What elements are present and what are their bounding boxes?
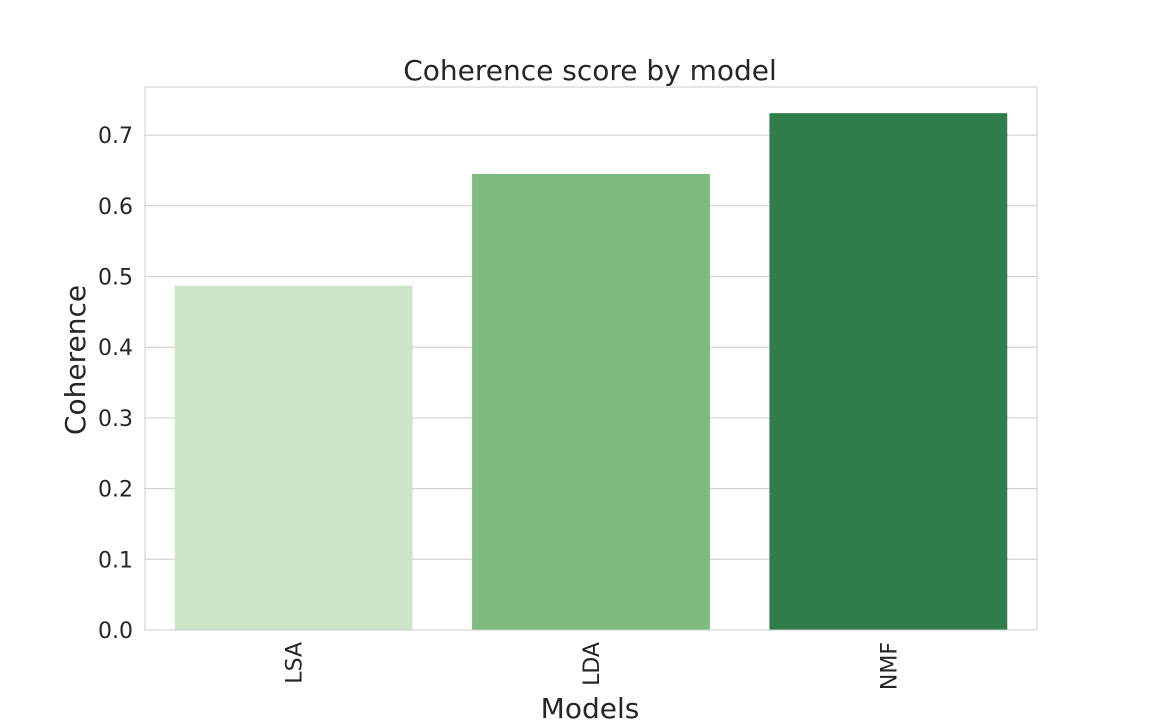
x-tick-label-lsa: LSA <box>283 642 308 684</box>
bar-nmf <box>769 113 1008 630</box>
x-tick-label-lda: LDA <box>580 642 605 686</box>
y-tick-label: 0.3 <box>98 407 133 432</box>
bar-lsa <box>174 285 413 630</box>
y-tick-labels: 0.0 0.1 0.2 0.3 0.4 0.5 0.6 0.7 <box>98 124 133 644</box>
y-tick-label: 0.7 <box>98 124 133 149</box>
x-tick-labels: LSA LDA NMF <box>283 642 903 690</box>
y-tick-label: 0.5 <box>98 265 133 290</box>
plot-frame <box>144 86 1038 631</box>
y-tick-label: 0.1 <box>98 548 133 573</box>
x-tick-label-nmf: NMF <box>877 642 902 690</box>
y-tick-label: 0.0 <box>98 619 133 644</box>
bar-lda <box>472 173 710 630</box>
y-axis-label: Coherence <box>59 285 92 435</box>
x-axis-label: Models <box>541 692 640 720</box>
bar-layer <box>174 113 1008 630</box>
chart-title: Coherence score by model <box>403 54 777 87</box>
y-tick-label: 0.4 <box>98 336 133 361</box>
y-tick-label: 0.2 <box>98 478 133 503</box>
y-tick-label: 0.6 <box>98 195 133 220</box>
